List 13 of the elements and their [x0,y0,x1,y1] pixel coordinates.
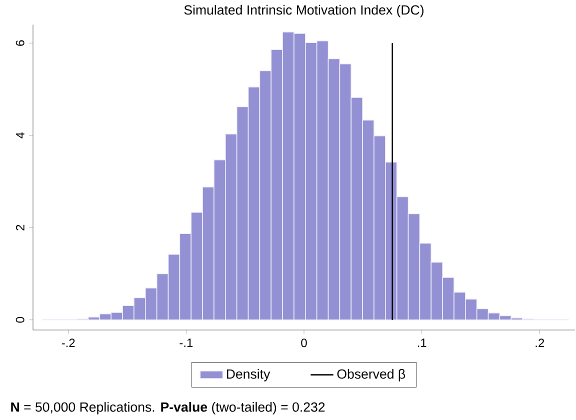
legend-label: Observed β [337,368,406,382]
x-tick-label: -.1 [180,338,193,347]
x-tick-label: 0 [301,338,307,348]
y-tick-label: 4 [16,132,24,138]
y-tick-label: 2 [16,224,24,230]
chart-title: Simulated Intrinsic Motivation Index (DC) [184,4,424,18]
x-tick-label: -.2 [62,338,75,348]
text: N = 50,000 Replications. P-value (two-tailed) = 0.232 [11,402,325,414]
legend-label: Density [226,368,270,382]
x-tick-label: .1 [418,338,426,347]
y-tick-label: 0 [16,316,24,323]
x-tick-label: .2 [536,338,544,348]
y-tick-label: 6 [16,40,24,46]
